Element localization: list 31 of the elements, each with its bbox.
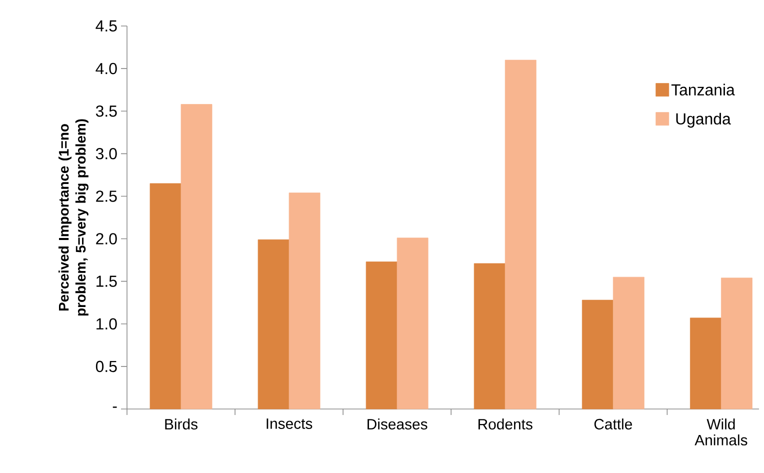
x-tick-label: Wild Animals	[694, 418, 748, 446]
y-tick-label: 4.0	[96, 62, 117, 74]
bar	[612, 276, 644, 410]
x-tick-label: Diseases	[368, 418, 428, 430]
bar	[396, 238, 428, 410]
y-tick-label: 2.5	[96, 190, 117, 202]
legend-label: Uganda	[676, 112, 731, 128]
y-axis-title: Perceived Importance (1=no problem, 5=very big problem)	[58, 119, 88, 316]
legend-label: Tanzania	[671, 84, 735, 96]
y-tick-label: 4.5	[96, 20, 117, 32]
y-tick-label: 1.0	[96, 318, 117, 330]
bar	[288, 192, 320, 410]
y-tick-label: 3.0	[96, 148, 117, 160]
y-tick-label: 2.0	[96, 233, 117, 244]
y-tick-label: 0.5	[96, 360, 117, 372]
bar	[150, 183, 182, 410]
bar	[582, 300, 614, 410]
bar	[690, 318, 722, 410]
y-tick-label: 3.5	[96, 105, 117, 117]
bar	[366, 262, 398, 410]
x-tick-label: Insects	[266, 418, 312, 429]
bar	[258, 239, 290, 410]
bar	[721, 278, 752, 410]
x-tick-label: Birds	[165, 418, 198, 430]
bar	[504, 60, 536, 410]
bar	[474, 263, 506, 410]
y-tick-label: -	[112, 406, 117, 408]
y-tick-label: 1.5	[96, 276, 117, 287]
x-tick-label: Cattle	[594, 418, 632, 430]
bar	[180, 104, 212, 410]
x-tick-label: Rodents	[478, 418, 532, 430]
